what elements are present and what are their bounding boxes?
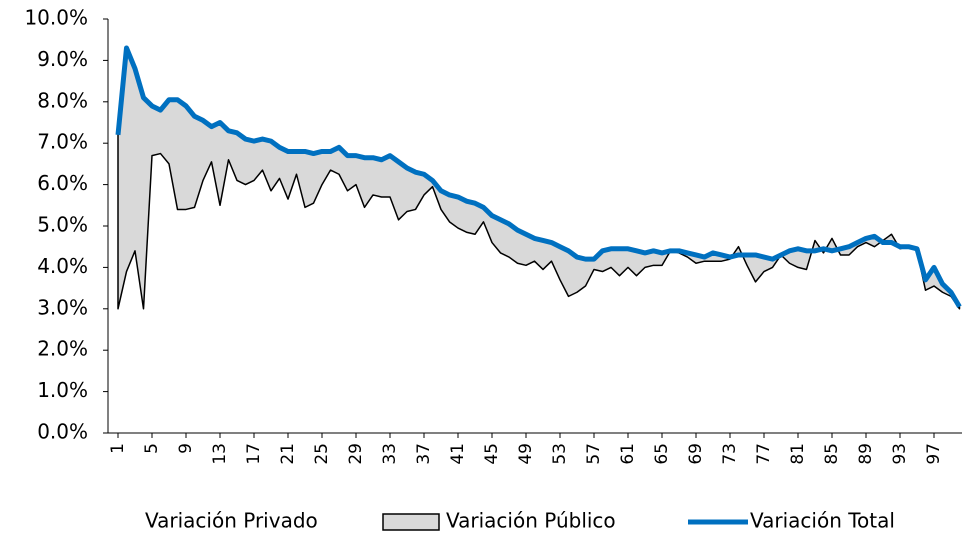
x-tick-label: 13 xyxy=(210,443,230,465)
y-tick-label: 7.0% xyxy=(37,130,88,154)
y-tick-label: 4.0% xyxy=(37,254,88,278)
x-tick-label: 85 xyxy=(822,443,842,465)
y-tick-label: 6.0% xyxy=(37,171,88,195)
legend-label: Variación Público xyxy=(446,509,616,533)
x-tick-label: 97 xyxy=(924,443,944,465)
x-tick-label: 57 xyxy=(584,443,604,465)
x-tick-label: 69 xyxy=(686,443,706,465)
y-tick-label: 2.0% xyxy=(37,337,88,361)
x-tick-label: 25 xyxy=(312,443,332,465)
y-tick-label: 9.0% xyxy=(37,47,88,71)
y-tick-label: 8.0% xyxy=(37,88,88,112)
x-tick-label: 53 xyxy=(550,443,570,465)
y-tick-label: 5.0% xyxy=(37,213,88,237)
area xyxy=(118,153,960,434)
x-tick-label: 41 xyxy=(448,443,468,465)
legend-label: Variación Total xyxy=(750,509,895,533)
x-tick-label: 17 xyxy=(244,443,264,465)
x-tick-label: 89 xyxy=(856,443,876,465)
x-tick-label: 49 xyxy=(516,443,536,465)
x-tick-label: 37 xyxy=(414,443,434,465)
x-tick-label: 5 xyxy=(142,443,162,454)
x-tick-label: 81 xyxy=(788,443,808,465)
x-tick-label: 77 xyxy=(754,443,774,465)
y-tick-label: 10.0% xyxy=(24,6,88,30)
x-tick-label: 93 xyxy=(890,443,910,465)
y-tick-label: 0.0% xyxy=(37,420,88,444)
x-tick-label: 9 xyxy=(176,443,196,454)
x-tick-label: 45 xyxy=(482,443,502,465)
x-tick-label: 1 xyxy=(108,443,128,454)
legend-marker xyxy=(382,513,440,531)
y-tick-label: 1.0% xyxy=(37,378,88,402)
x-tick-label: 61 xyxy=(618,443,638,465)
y-tick-label: 3.0% xyxy=(37,295,88,319)
x-tick-label: 73 xyxy=(720,443,740,465)
legend-marker xyxy=(100,514,156,530)
x-tick-label: 21 xyxy=(278,443,298,465)
legend-label: Variación Privado xyxy=(145,509,318,533)
x-tick-label: 65 xyxy=(652,443,672,465)
line xyxy=(115,45,962,308)
x-tick-label: 29 xyxy=(346,443,366,465)
x-tick-label: 33 xyxy=(380,443,400,465)
